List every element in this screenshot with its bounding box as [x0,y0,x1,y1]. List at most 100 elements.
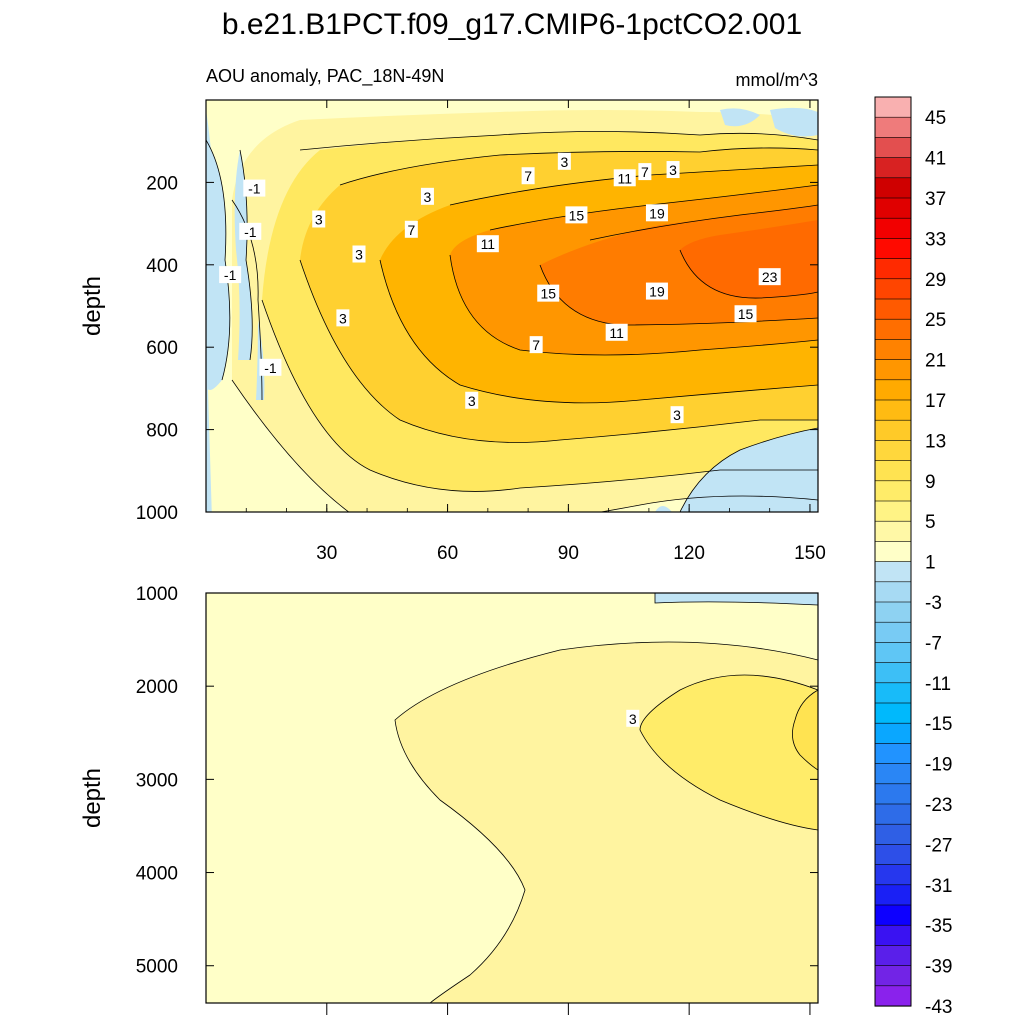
contour-label-box [626,709,640,727]
lower-axis-ticks: 1000 2000 3000 4000 5000 [136,584,818,1015]
upper-y-tick-label: 600 [146,338,178,359]
upper-y-tick-label: 800 [146,421,178,442]
contour-label: 23 [762,269,778,285]
colorbar-swatch [874,682,912,704]
upper-x-tick-label: 90 [558,543,579,564]
contour-label: 7 [407,222,415,238]
contour-label-box [404,220,418,238]
contour-label: 11 [609,325,624,341]
colorbar-swatch [874,96,912,118]
contour-label-box [734,305,757,323]
contour-label-box [352,245,366,263]
colorbar-label: 5 [925,512,936,533]
colorbar: 45 41 37 33 29 25 21 17 13 9 5 1 -3 -7 -11 -15 -19 -23 -27… [874,96,952,1018]
colorbar-swatch [874,238,912,260]
colorbar-label: 21 [925,351,946,372]
contour-label: 7 [641,164,649,180]
contour-label: 3 [424,189,432,205]
colorbar-swatch [874,258,912,280]
colorbar-swatch [874,722,912,745]
contour-label: 3 [355,247,363,263]
upper-x-tick-label: 120 [673,543,705,564]
colorbar-label: 33 [925,229,946,250]
colorbar-label: -3 [925,593,942,614]
colorbar-swatch [874,803,912,825]
contour-label-box [645,204,668,222]
contour-label-box [670,406,684,424]
contour-label-box [219,266,242,284]
colorbar-label: 1 [925,553,936,574]
colorbar-swatch [874,702,912,724]
contour-label: 3 [315,211,323,227]
contour-label: -1 [264,360,277,376]
upper-y-tick-label: 1000 [136,503,178,524]
contour-label-box [537,284,560,302]
lower-y-tick-label: 2000 [136,677,178,698]
colorbar-label: -35 [925,916,952,937]
colorbar-swatch [874,561,912,583]
colorbar-swatch [874,743,912,765]
contour-label: -1 [248,181,261,197]
upper-field [206,100,818,512]
colorbar-label: -7 [925,633,942,654]
lower-contour-labels: 3 [626,709,640,727]
colorbar-swatch [874,642,912,664]
colorbar-swatch [874,763,912,785]
colorbar-swatch [874,379,912,401]
colorbar-swatch [874,399,912,421]
panel-subtitle: AOU anomaly, PAC_18N-49N [206,66,444,87]
colorbar-swatch [874,500,912,522]
contour-label-box [565,206,588,224]
lower-panel: 1000 2000 3000 4000 5000 depth 3 [79,584,819,1015]
colorbar-label: -39 [925,957,952,978]
lower-y-tick-label: 5000 [136,957,178,978]
upper-x-tick-label: 60 [437,543,458,564]
contour-label-box [521,167,535,185]
contour-label: 3 [669,162,677,178]
contour-label: 19 [649,205,665,221]
colorbar-swatch [874,985,912,1007]
contour-label-box [605,323,628,341]
contour-label: 15 [738,306,754,322]
colorbar-swatch [874,945,912,967]
contour-label: -1 [224,267,237,283]
colorbar-swatch [874,318,912,341]
contour-label-box [465,391,479,409]
colorbar-swatch [874,137,912,159]
colorbar-swatch [874,884,912,906]
contour-label: 15 [540,286,556,302]
contour-label: 15 [569,207,585,223]
contour-label-box [758,268,781,286]
contour-label: 3 [673,407,681,423]
colorbar-label: -23 [925,795,952,816]
colorbar-swatch [874,662,912,684]
contour-label-box [239,222,262,240]
colorbar-swatch [874,298,912,320]
colorbar-swatch [874,621,912,644]
contour-label: 11 [617,170,632,186]
colorbar-label: -27 [925,835,952,856]
colorbar-swatch [874,116,912,138]
colorbar-label: 29 [925,270,946,291]
colorbar-swatch [874,460,912,482]
colorbar-swatch [874,904,912,926]
contour-label-box [243,179,266,197]
colorbar-swatch [874,965,912,987]
colorbar-label: 37 [925,189,946,210]
colorbar-swatch [874,177,912,199]
colorbar-label: 9 [925,472,936,493]
colorbar-swatch [874,864,912,886]
colorbar-label: -15 [925,714,952,735]
contour-label: 11 [481,236,496,252]
colorbar-label: 41 [925,149,946,170]
lower-y-tick-label: 3000 [136,770,178,791]
contour-label-box [420,187,434,205]
colorbar-label: 13 [925,431,946,452]
colorbar-swatch [874,419,912,442]
colorbar-swatch [874,520,912,543]
colorbar-swatch [874,359,912,381]
colorbar-swatch [874,480,912,502]
colorbar-swatch [874,339,912,361]
units-label: mmol/m^3 [736,70,818,90]
